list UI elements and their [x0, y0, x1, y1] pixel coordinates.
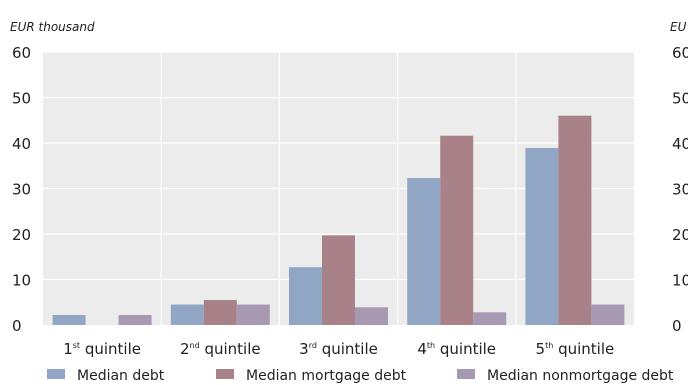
right-panel-tick-fragment: 10: [672, 272, 688, 290]
bar-median-debt-2: [170, 304, 204, 325]
legend-item-median-debt: Median debt: [47, 368, 165, 384]
bars: [52, 115, 625, 325]
gridlines: [43, 51, 634, 325]
y-tick-label: 60: [12, 44, 31, 62]
bar-median-nonmortgage-debt-3: [355, 307, 388, 325]
bar-median-nonmortgage-debt-5: [591, 304, 625, 325]
right-panel-tick-fragment: 40: [672, 135, 688, 153]
legend: Median debt Median mortgage debt Median no…: [47, 368, 674, 384]
legend-swatch: [457, 369, 475, 379]
y-tick-label: 20: [12, 226, 31, 244]
right-panel-unit-fragment: EU: [670, 20, 687, 34]
right-panel-tick-fragment: 20: [672, 226, 688, 244]
x-tick-label: 1st quintile: [63, 340, 141, 358]
bar-median-debt-5: [525, 148, 559, 325]
x-tick-label: 4th quintile: [417, 340, 496, 358]
x-axis-ticks: 1st quintile 2nd quintile 3rd quintile 4th …: [63, 340, 614, 358]
right-panel-tick-fragment: 0: [672, 317, 682, 335]
y-axis-unit-label: EUR thousand: [10, 20, 95, 34]
legend-item-median-nonmortgage-debt: Median nonmortgage debt: [457, 368, 674, 384]
legend-label: Median mortgage debt: [246, 368, 407, 384]
bar-median-debt-4: [407, 178, 441, 325]
bar-median-nonmortgage-debt-2: [236, 304, 270, 325]
right-panel-tick-fragment: 60: [672, 44, 688, 62]
legend-label: Median nonmortgage debt: [487, 368, 674, 384]
x-tick-label: 3rd quintile: [299, 340, 378, 358]
x-tick-label: 5th quintile: [536, 340, 615, 358]
y-tick-label: 30: [12, 181, 31, 199]
bar-median-nonmortgage-debt-4: [473, 312, 507, 325]
y-tick-label: 0: [12, 317, 22, 335]
right-panel-tick-fragment: 50: [672, 90, 688, 108]
legend-swatch: [47, 369, 65, 379]
x-tick-label: 2nd quintile: [180, 340, 261, 358]
legend-label: Median debt: [77, 368, 165, 384]
bar-median-mortgage-debt-5: [558, 115, 592, 325]
bar-median-debt-3: [289, 267, 322, 325]
y-axis-ticks: 0 10 20 30 40 50 60: [12, 44, 31, 335]
right-panel-fragment: EU 60 50 40 30 20 10 0: [670, 20, 688, 335]
bar-median-debt-1: [52, 314, 86, 325]
bar-median-mortgage-debt-2: [203, 299, 237, 325]
y-tick-label: 50: [12, 90, 31, 108]
right-panel-tick-fragment: 30: [672, 181, 688, 199]
legend-item-median-mortgage-debt: Median mortgage debt: [216, 368, 407, 384]
bar-median-mortgage-debt-3: [322, 235, 355, 325]
bar-median-nonmortgage-debt-1: [118, 314, 152, 325]
y-tick-label: 40: [12, 135, 31, 153]
y-tick-label: 10: [12, 272, 31, 290]
bar-median-mortgage-debt-4: [440, 135, 474, 325]
legend-swatch: [216, 369, 234, 379]
